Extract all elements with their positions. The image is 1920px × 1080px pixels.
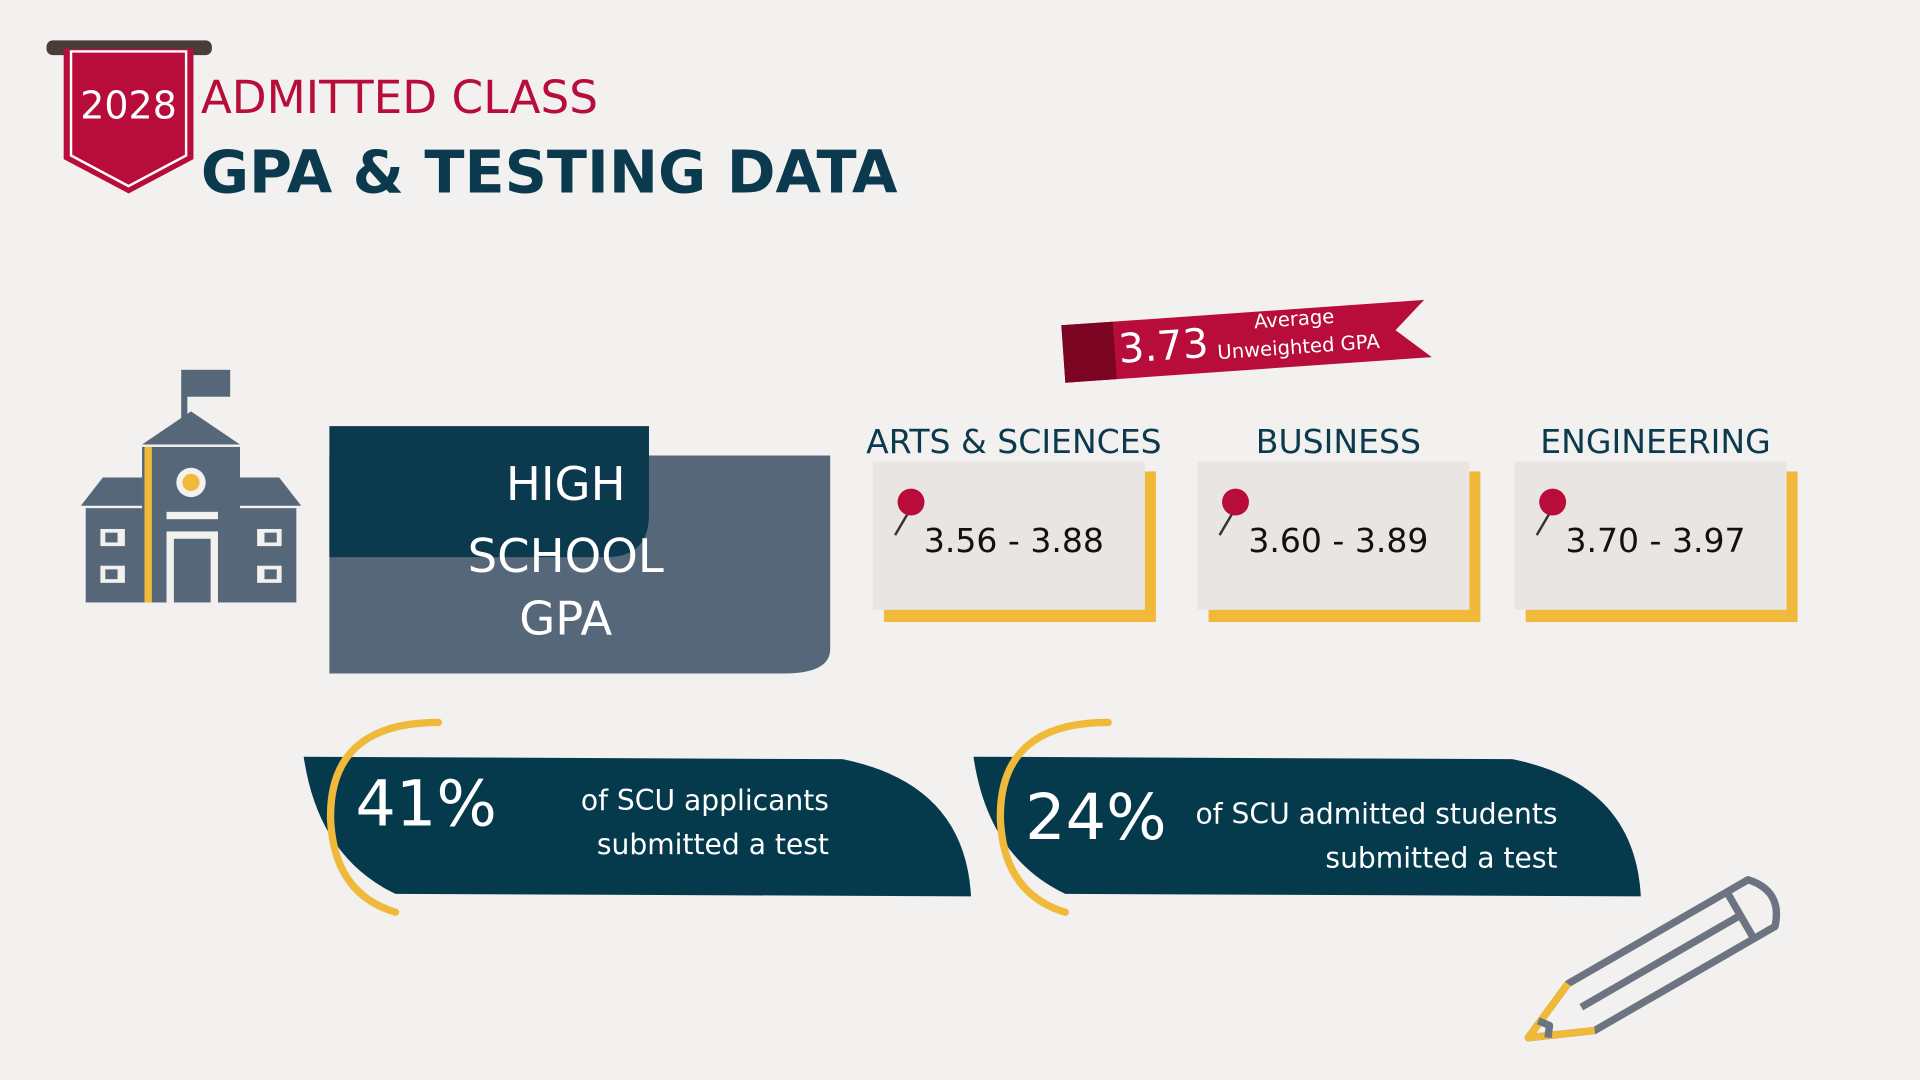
- ribbon: [63, 48, 194, 194]
- card: [873, 461, 1145, 610]
- average-label: Average: [1253, 305, 1335, 334]
- test-percent: 41%: [355, 768, 497, 842]
- gpa-block-text: SCHOOL: [468, 529, 664, 583]
- test-arc: [996, 718, 1112, 916]
- test-text: of SCU applicants: [581, 784, 829, 817]
- card: [1197, 461, 1470, 610]
- college-name: ARTS & SCIENCES: [866, 422, 1161, 461]
- test-text: submitted a test: [1325, 842, 1557, 875]
- test-pill: [303, 756, 972, 897]
- average-value: 3.73: [1117, 319, 1210, 373]
- year: 2028: [80, 83, 177, 127]
- pin-icon: [1535, 513, 1551, 536]
- pin-icon: [1218, 513, 1233, 536]
- header-subtitle: GPA & TESTING DATA: [201, 137, 898, 206]
- pencil-icon: [1524, 876, 1781, 1042]
- gpa-range: 3.56 - 3.88: [924, 521, 1104, 560]
- pin-head: [897, 488, 925, 516]
- test-text: submitted a test: [597, 828, 829, 861]
- ribbon-outline: [69, 50, 188, 188]
- gpa-range: 3.70 - 3.97: [1565, 521, 1745, 560]
- average-ribbon-end: [1061, 321, 1117, 383]
- pin-icon: [894, 513, 909, 536]
- college-name: BUSINESS: [1256, 422, 1421, 461]
- pin-head: [1539, 488, 1567, 516]
- pin-head: [1222, 488, 1249, 516]
- test-percent: 24%: [1025, 781, 1167, 855]
- test-text: of SCU admitted students: [1195, 798, 1557, 831]
- header-title: ADMITTED CLASS: [201, 71, 598, 124]
- school-icon: [80, 369, 302, 603]
- average-ribbon: 3.73 Average Unweighted GPA: [1061, 299, 1432, 383]
- test-arc: [326, 718, 443, 916]
- test-pill: [973, 756, 1641, 897]
- average-ribbon-body: [1061, 299, 1432, 383]
- gpa-block-text: GPA: [519, 592, 612, 646]
- gpa-range: 3.60 - 3.89: [1248, 521, 1428, 560]
- gpa-block-text: HIGH: [506, 457, 626, 511]
- card: [1514, 461, 1787, 610]
- college-name: ENGINEERING: [1540, 422, 1770, 461]
- gpa-block-accent: [329, 426, 649, 558]
